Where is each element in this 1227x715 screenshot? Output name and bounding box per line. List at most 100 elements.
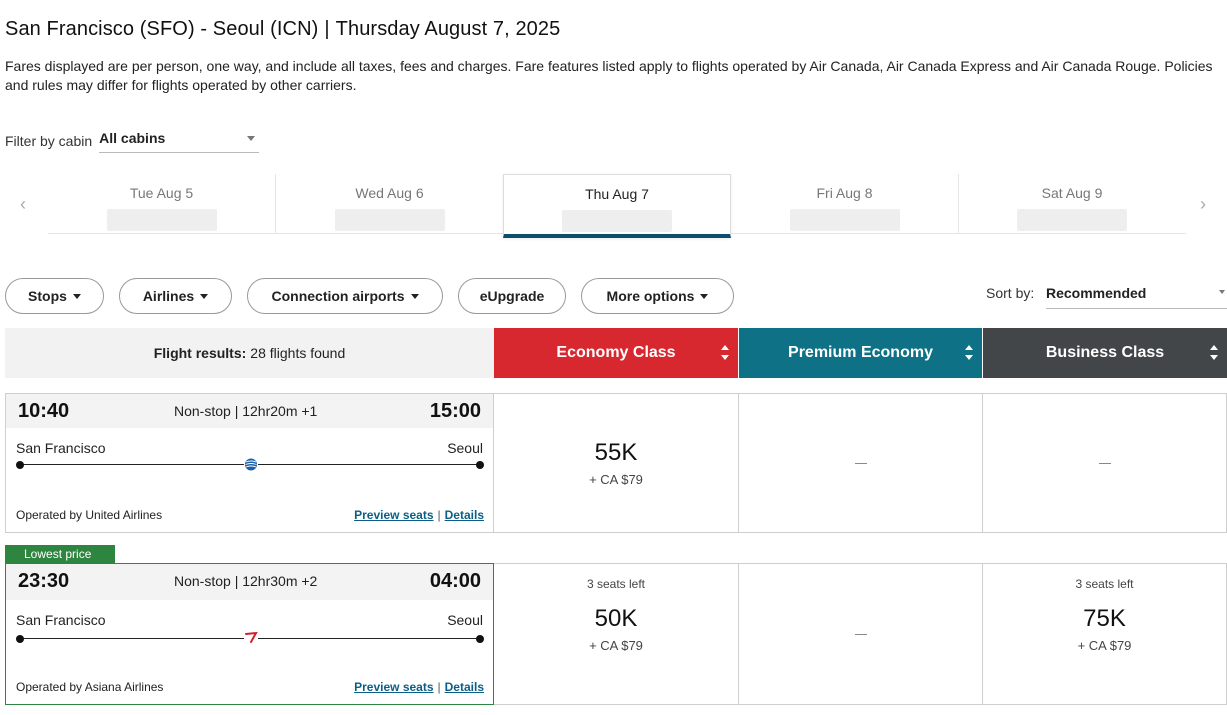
date-tab-aug-7[interactable]: Thu Aug 7 [503, 174, 731, 238]
fare-tax: + CA $79 [589, 472, 643, 487]
fare-price: 55K [594, 439, 638, 466]
sort-select[interactable]: Recommended [1046, 285, 1227, 309]
flight-results-header: Flight results: 28 flights found [5, 328, 494, 378]
business-fare-cell [983, 393, 1227, 533]
premium-fare-cell [739, 393, 983, 533]
caret-down-icon [72, 293, 81, 299]
premium-fare-cell [739, 563, 983, 705]
date-tab-aug-8[interactable]: Fri Aug 8 [731, 174, 959, 234]
preview-seats-link[interactable]: Preview seats [354, 508, 434, 522]
more-options-label: More options [606, 288, 695, 304]
table-row: 10:40 Non-stop | 12hr20m +1 15:00 San Fr… [5, 393, 1227, 533]
date-price-placeholder [789, 209, 900, 231]
unavailable-dash [854, 463, 867, 464]
sort-label: Sort by: [986, 285, 1035, 301]
stops-label: Stops [28, 288, 67, 304]
flight-links: Preview seats | Details [354, 680, 484, 694]
date-tab-label: Wed Aug 6 [355, 185, 424, 201]
operated-by: Operated by Asiana Airlines [16, 680, 164, 694]
arrival-time: 15:00 [429, 400, 481, 422]
date-price-placeholder [334, 209, 445, 231]
date-tab-aug-6[interactable]: Wed Aug 6 [276, 174, 504, 234]
link-separator: | [437, 680, 441, 694]
destination-city: Seoul [447, 440, 483, 456]
origin-dot [16, 635, 24, 643]
caret-down-icon [200, 293, 209, 299]
departure-time: 23:30 [18, 570, 70, 592]
business-class-label: Business Class [1045, 344, 1165, 361]
cabin-filter-label: Filter by cabin [5, 132, 93, 149]
fare-price: 50K [594, 605, 638, 632]
cabin-filter-select[interactable]: All cabins [99, 128, 260, 153]
origin-dot [16, 461, 24, 469]
destination-dot [476, 635, 484, 643]
eupgrade-button[interactable]: eUpgrade [458, 278, 566, 314]
sort-value: Recommended [1046, 285, 1147, 301]
connection-airports-label: Connection airports [271, 288, 405, 304]
seats-left: 3 seats left [1075, 577, 1134, 591]
arrival-time: 04:00 [429, 570, 481, 592]
date-tab-label: Fri Aug 8 [816, 185, 873, 201]
results-label: Flight results: [153, 345, 247, 361]
flight-summary[interactable]: 23:30 Non-stop | 12hr30m +2 04:00 San Fr… [5, 563, 494, 705]
fare-description: Fares displayed are per person, one way,… [5, 58, 1213, 93]
airlines-label: Airlines [142, 288, 195, 304]
caret-down-icon [700, 293, 709, 299]
page-title: San Francisco (SFO) - Seoul (ICN) | Thursd… [5, 18, 560, 41]
cabin-filter-value: All cabins [99, 130, 166, 146]
route-text: San Francisco (SFO) - Seoul (ICN) [5, 18, 319, 40]
flight-summary[interactable]: 10:40 Non-stop | 12hr20m +1 15:00 San Fr… [5, 393, 494, 533]
destination-dot [476, 461, 484, 469]
date-tab-label: Tue Aug 5 [129, 185, 194, 201]
economy-fare-cell[interactable]: 55K + CA $79 [494, 393, 739, 533]
origin-city: San Francisco [16, 612, 106, 628]
connection-airports-button[interactable]: Connection airports [247, 278, 443, 314]
route-line [6, 454, 493, 480]
sort-icon [1210, 345, 1218, 361]
stops-button[interactable]: Stops [5, 278, 104, 314]
more-options-button[interactable]: More options [581, 278, 734, 314]
chevron-down-icon [1219, 290, 1225, 294]
unavailable-dash [854, 634, 867, 635]
chevron-down-icon [247, 136, 256, 141]
cabin-filter: Filter by cabin All cabins [5, 128, 260, 153]
date-price-placeholder [106, 209, 217, 231]
flight-links: Preview seats | Details [354, 508, 484, 522]
details-link[interactable]: Details [444, 508, 484, 522]
fare-price: 75K [1083, 605, 1126, 632]
table-row: 23:30 Non-stop | 12hr30m +2 04:00 San Fr… [5, 563, 1227, 705]
chevron-left-icon[interactable]: ‹ [20, 194, 26, 214]
fare-tax: + CA $79 [1077, 638, 1132, 653]
premium-economy-header[interactable]: Premium Economy [739, 328, 982, 378]
date-tab-label: Sat Aug 9 [1041, 185, 1103, 201]
operated-by: Operated by United Airlines [16, 508, 163, 522]
flight-times: 23:30 Non-stop | 12hr30m +2 04:00 [6, 564, 493, 600]
economy-class-header[interactable]: Economy Class [494, 328, 738, 378]
route-line [6, 622, 493, 652]
destination-city: Seoul [447, 612, 483, 628]
date-tab-aug-9[interactable]: Sat Aug 9 [958, 174, 1186, 234]
airlines-button[interactable]: Airlines [119, 278, 232, 314]
eupgrade-label: eUpgrade [479, 288, 545, 304]
fare-tax: + CA $79 [589, 638, 643, 653]
business-class-header[interactable]: Business Class [983, 328, 1227, 378]
preview-seats-link[interactable]: Preview seats [354, 680, 434, 694]
date-tab-label: Thu Aug 7 [585, 186, 649, 202]
premium-economy-label: Premium Economy [788, 344, 933, 361]
united-globe-icon [244, 458, 258, 471]
seats-left: 3 seats left [586, 577, 646, 591]
economy-fare-cell[interactable]: 3 seats left 50K + CA $79 [494, 563, 739, 705]
lowest-price-badge: Lowest price [5, 545, 115, 564]
date-price-placeholder [1017, 209, 1127, 231]
caret-down-icon [410, 293, 419, 299]
origin-city: San Francisco [16, 440, 106, 456]
results-count: 28 flights found [250, 345, 346, 361]
date-tab-aug-5[interactable]: Tue Aug 5 [48, 174, 276, 234]
details-link[interactable]: Details [444, 680, 484, 694]
business-fare-cell[interactable]: 3 seats left 75K + CA $79 [983, 563, 1227, 705]
link-separator: | [437, 508, 441, 522]
travel-date: Thursday August 7, 2025 [335, 18, 561, 40]
departure-time: 10:40 [18, 400, 70, 422]
sort-icon [965, 345, 973, 361]
chevron-right-icon[interactable]: › [1200, 194, 1206, 214]
